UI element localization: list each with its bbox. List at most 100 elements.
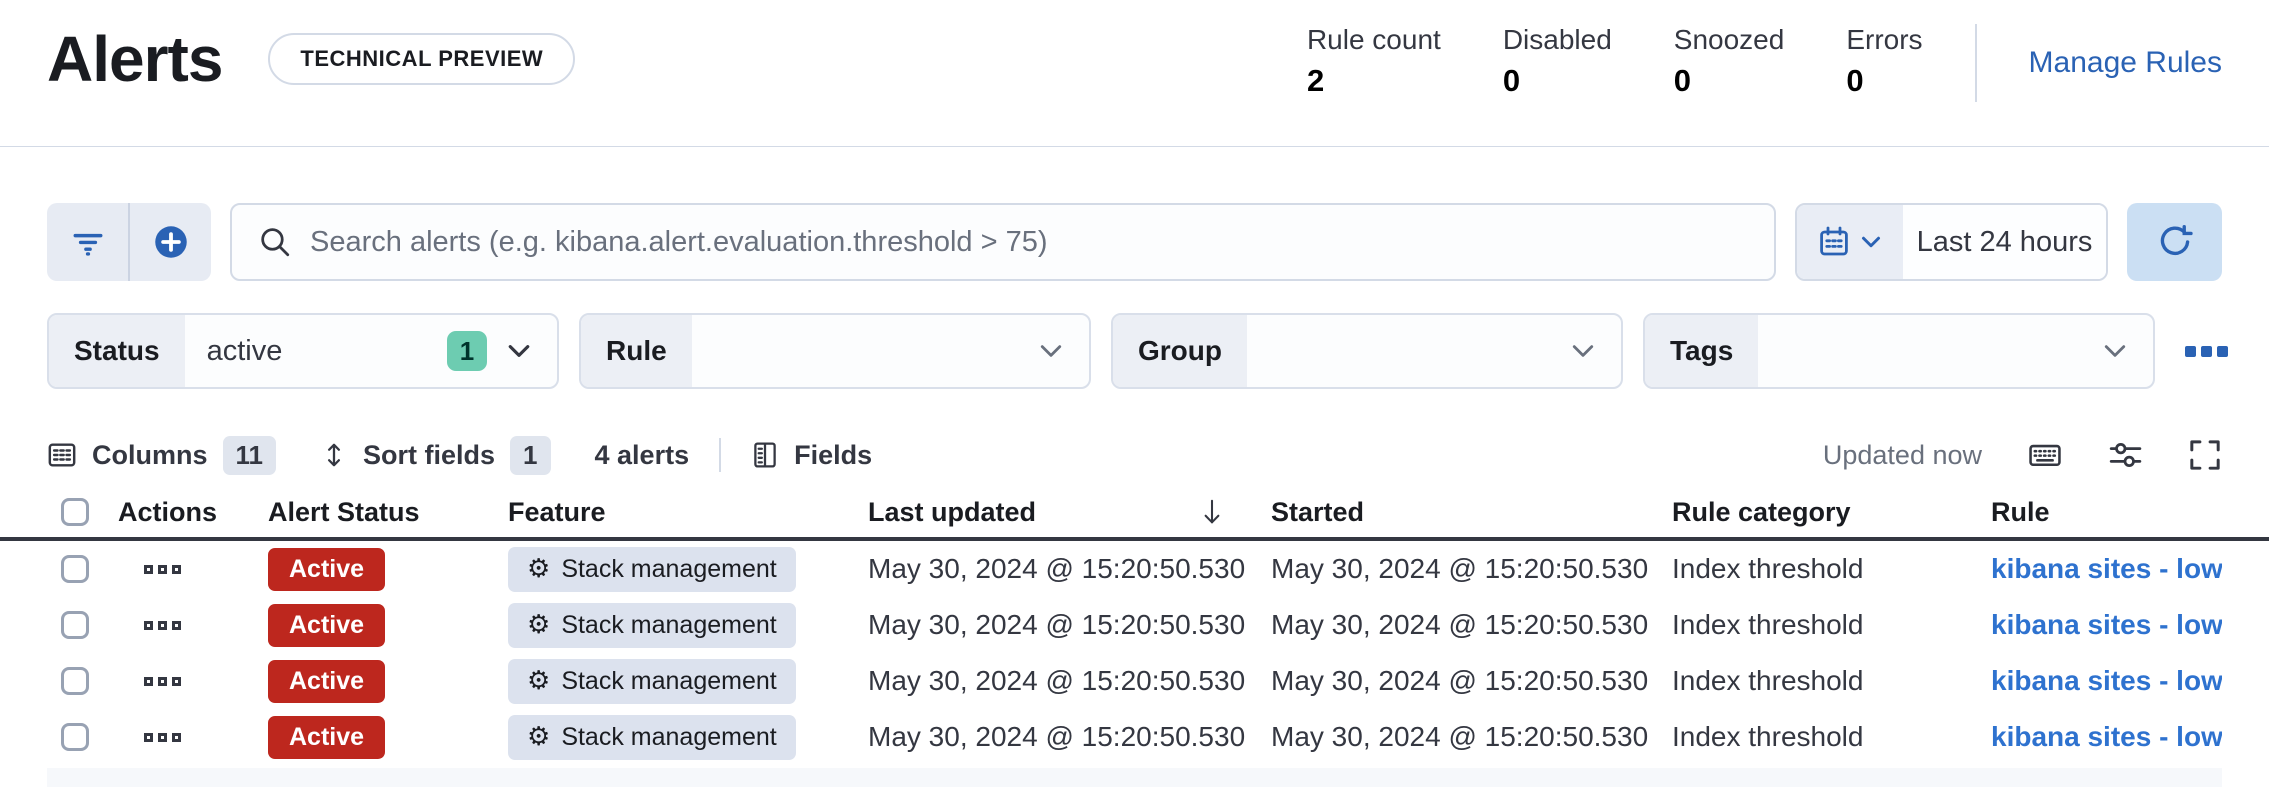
filter-value: active (206, 334, 283, 367)
toolbar-divider (719, 438, 722, 472)
status-badge: Active (268, 603, 386, 647)
date-picker: Last 24 hours (1795, 203, 2108, 281)
table-header-row: Actions Alert Status Feature Last update… (0, 487, 2269, 541)
row-actions-button[interactable] (144, 559, 181, 580)
sort-fields-button[interactable]: Sort fields 1 (320, 435, 551, 475)
filter-label: Tags (1645, 315, 1759, 387)
rule-link[interactable]: kibana sites - low by (1991, 721, 2222, 752)
header-stats-area: Rule count 2 Disabled 0 Snoozed 0 Errors… (1307, 24, 2222, 102)
feature-badge: ⚙ Stack management (508, 546, 796, 592)
column-header-actions[interactable]: Actions (118, 496, 218, 527)
last-updated-cell: May 30, 2024 @ 15:20:50.530 (868, 609, 1246, 640)
rule-link[interactable]: kibana sites - low by (1991, 553, 2222, 584)
select-all-checkbox[interactable] (61, 498, 89, 526)
stat-snoozed: Snoozed 0 (1674, 24, 1785, 99)
actions-icon (144, 620, 153, 630)
search-icon (258, 225, 292, 259)
search-box (230, 203, 1776, 281)
started-cell: May 30, 2024 @ 15:20:50.530 (1271, 721, 1649, 752)
row-checkbox[interactable] (61, 611, 89, 639)
stat-rule-count: Rule count 2 (1307, 24, 1441, 99)
rule-link[interactable]: kibana sites - low by (1991, 665, 2222, 696)
stat-disabled: Disabled 0 (1503, 24, 1612, 99)
rule-category-cell: Index threshold (1672, 721, 1864, 752)
search-row: Last 24 hours (47, 203, 2222, 281)
started-cell: May 30, 2024 @ 15:20:50.530 (1271, 609, 1649, 640)
chevron-down-icon (1859, 230, 1883, 254)
page-title: Alerts (47, 23, 223, 95)
group-filter[interactable]: Group (1111, 313, 1623, 389)
started-cell: May 30, 2024 @ 15:20:50.530 (1271, 665, 1649, 696)
tags-filter[interactable]: Tags (1643, 313, 2155, 389)
row-actions-button[interactable] (144, 615, 181, 636)
stat-label: Snoozed (1673, 24, 1785, 55)
column-header-last-updated[interactable]: Last updated (868, 497, 1271, 528)
chevron-down-icon (505, 337, 533, 365)
column-header-feature[interactable]: Feature (508, 496, 606, 527)
column-header-alert-status[interactable]: Alert Status (268, 496, 420, 527)
table-row: Active ⚙ Stack management May 30, 2024 @ … (0, 597, 2269, 653)
sort-desc-icon (1197, 497, 1227, 527)
columns-button[interactable]: Columns 11 (47, 435, 277, 475)
filter-menu-button[interactable] (47, 203, 130, 281)
stat-label: Errors (1846, 24, 1923, 55)
sort-fields-label: Sort fields (363, 439, 496, 470)
grid-toolbar: Columns 11 Sort fields 1 4 alerts (47, 432, 2222, 478)
refresh-button[interactable] (2127, 203, 2222, 281)
date-picker-menu-button[interactable] (1797, 205, 1903, 279)
chevron-down-icon (2101, 337, 2129, 365)
gear-icon: ⚙ (527, 610, 551, 640)
filter-label: Status (49, 315, 185, 387)
actions-icon (144, 732, 153, 742)
status-filter[interactable]: Status active 1 (47, 313, 559, 389)
title-area: Alerts TECHNICAL PREVIEW (47, 22, 576, 96)
fields-button[interactable]: Fields (751, 440, 872, 471)
keyboard-icon (2028, 438, 2062, 472)
time-range-button[interactable]: Last 24 hours (1903, 205, 2106, 279)
row-checkbox[interactable] (61, 723, 89, 751)
more-filters-button[interactable] (2175, 336, 2238, 367)
actions-icon (144, 676, 153, 686)
rule-category-cell: Index threshold (1672, 553, 1864, 584)
technical-preview-badge: TECHNICAL PREVIEW (268, 33, 576, 85)
stat-value: 0 (1846, 63, 1864, 98)
column-header-rule-category[interactable]: Rule category (1672, 496, 1851, 527)
keyboard-shortcuts-button[interactable] (2028, 438, 2062, 472)
columns-count-badge: 11 (222, 435, 277, 475)
status-count-badge: 1 (447, 331, 487, 371)
controls-icon (2108, 438, 2142, 472)
rule-stats: Rule count 2 Disabled 0 Snoozed 0 Errors… (1307, 24, 1923, 99)
query-button-group (47, 203, 211, 281)
table-row: Active ⚙ Stack management May 30, 2024 @ … (0, 709, 2269, 765)
filter-icon (71, 225, 105, 259)
refresh-icon (2157, 224, 2193, 260)
add-filter-button[interactable] (130, 203, 211, 281)
fields-icon (751, 441, 779, 469)
column-header-started[interactable]: Started (1271, 496, 1365, 527)
rule-link[interactable]: kibana sites - low by (1991, 609, 2222, 640)
rule-filter[interactable]: Rule (579, 313, 1091, 389)
row-checkbox[interactable] (61, 667, 89, 695)
fullscreen-icon (2188, 438, 2222, 472)
status-badge: Active (268, 659, 386, 703)
sort-count-badge: 1 (510, 435, 551, 475)
table-footer-strip (47, 768, 2222, 787)
search-input[interactable] (310, 225, 1748, 259)
last-updated-cell: May 30, 2024 @ 15:20:50.530 (868, 553, 1246, 584)
display-options-button[interactable] (2108, 438, 2142, 472)
row-checkbox[interactable] (61, 555, 89, 583)
stat-label: Rule count (1306, 24, 1441, 55)
row-actions-button[interactable] (144, 727, 181, 748)
calendar-icon (1818, 226, 1850, 258)
rule-category-cell: Index threshold (1672, 665, 1864, 696)
fields-label: Fields (794, 439, 873, 470)
stat-value: 0 (1502, 63, 1521, 98)
fullscreen-button[interactable] (2188, 438, 2222, 472)
chevron-down-icon (1569, 337, 1597, 365)
sort-icon (320, 441, 348, 469)
rule-category-cell: Index threshold (1672, 609, 1864, 640)
stat-value: 0 (1673, 63, 1692, 98)
manage-rules-link[interactable]: Manage Rules (2028, 46, 2222, 79)
row-actions-button[interactable] (144, 671, 181, 692)
column-header-rule[interactable]: Rule (1991, 496, 2050, 527)
